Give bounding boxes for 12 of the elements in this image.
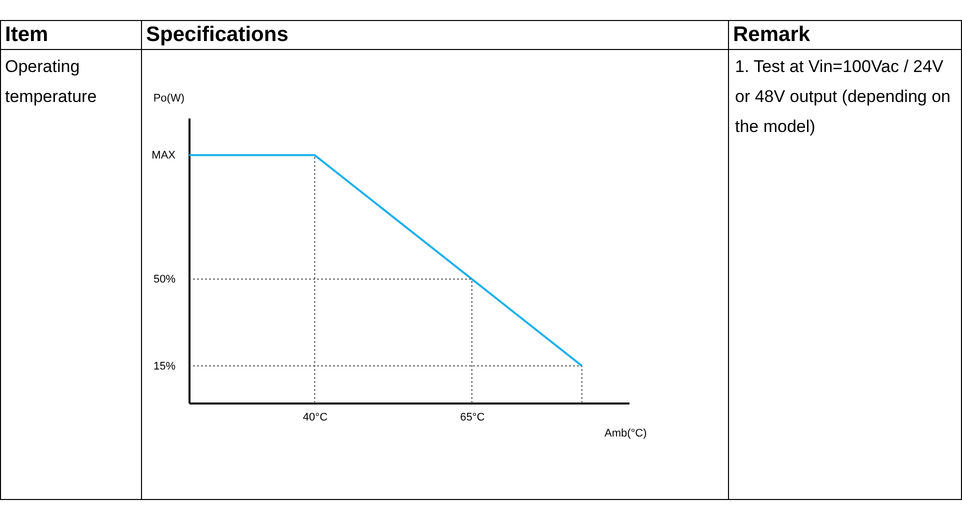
x-tick-label: 40°C xyxy=(302,412,328,424)
x-tick-label: 65°C xyxy=(460,412,485,424)
text: 1. Test at Vin=100Vac / 24V or 48V output (depending on the model) xyxy=(728,50,962,500)
y-tick-label: 15% xyxy=(153,360,176,372)
text: Operating temperature xyxy=(0,50,142,500)
text: Remark xyxy=(728,20,962,50)
y-axis-title: Po(W) xyxy=(153,92,184,104)
y-tick-label: MAX xyxy=(152,150,176,162)
text: Item xyxy=(0,20,142,50)
x-axis-title: Amb(°C) xyxy=(604,428,647,440)
y-tick-label: 50% xyxy=(153,274,176,286)
text: Specifications xyxy=(142,20,728,50)
